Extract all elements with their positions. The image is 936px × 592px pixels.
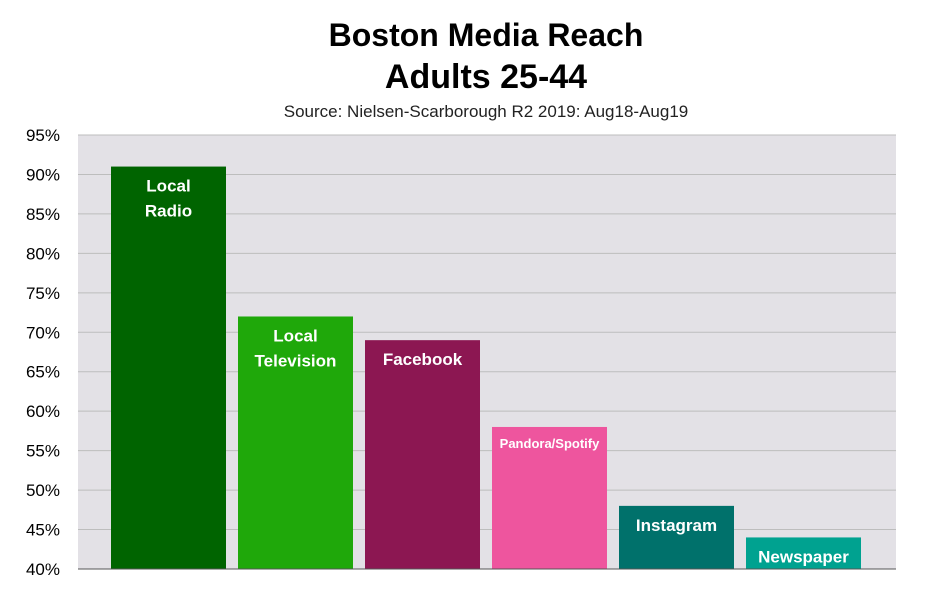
y-tick-label: 80%: [26, 244, 60, 263]
y-tick-label: 45%: [26, 521, 60, 540]
y-tick-label: 40%: [26, 560, 60, 579]
chart-title: Boston Media Reach: [329, 17, 644, 53]
bars: [111, 166, 861, 569]
y-tick-label: 75%: [26, 284, 60, 303]
bar: [238, 316, 353, 569]
bar-label: Pandora/Spotify: [500, 436, 600, 451]
y-tick-label: 95%: [26, 126, 60, 145]
y-tick-label: 60%: [26, 402, 60, 421]
chart-source: Source: Nielsen-Scarborough R2 2019: Aug…: [284, 102, 689, 121]
y-tick-label: 50%: [26, 481, 60, 500]
bar: [492, 426, 607, 569]
bar-label: Instagram: [636, 516, 717, 535]
bar: [365, 340, 480, 569]
y-tick-label: 90%: [26, 165, 60, 184]
bar-label: Facebook: [383, 350, 463, 369]
bar-label: Local: [273, 326, 317, 345]
y-tick-label: 85%: [26, 205, 60, 224]
bar: [111, 166, 226, 569]
y-axis-ticks: 95% 90% 85% 80% 75% 70% 65% 60% 55% 50% 45% 40%: [26, 126, 60, 579]
bar-labels: Local Radio Local Television Facebook Pandora…: [145, 177, 849, 567]
bar-label: Television: [255, 351, 337, 370]
y-tick-label: 70%: [26, 323, 60, 342]
y-tick-label: 55%: [26, 442, 60, 461]
bar-label: Radio: [145, 202, 192, 221]
bar-label: Local: [146, 177, 190, 196]
bar: [746, 537, 861, 569]
bar: [619, 505, 734, 569]
bar-label: Newspaper: [758, 547, 849, 566]
chart-subtitle: Adults 25-44: [385, 58, 587, 96]
y-tick-label: 65%: [26, 363, 60, 382]
